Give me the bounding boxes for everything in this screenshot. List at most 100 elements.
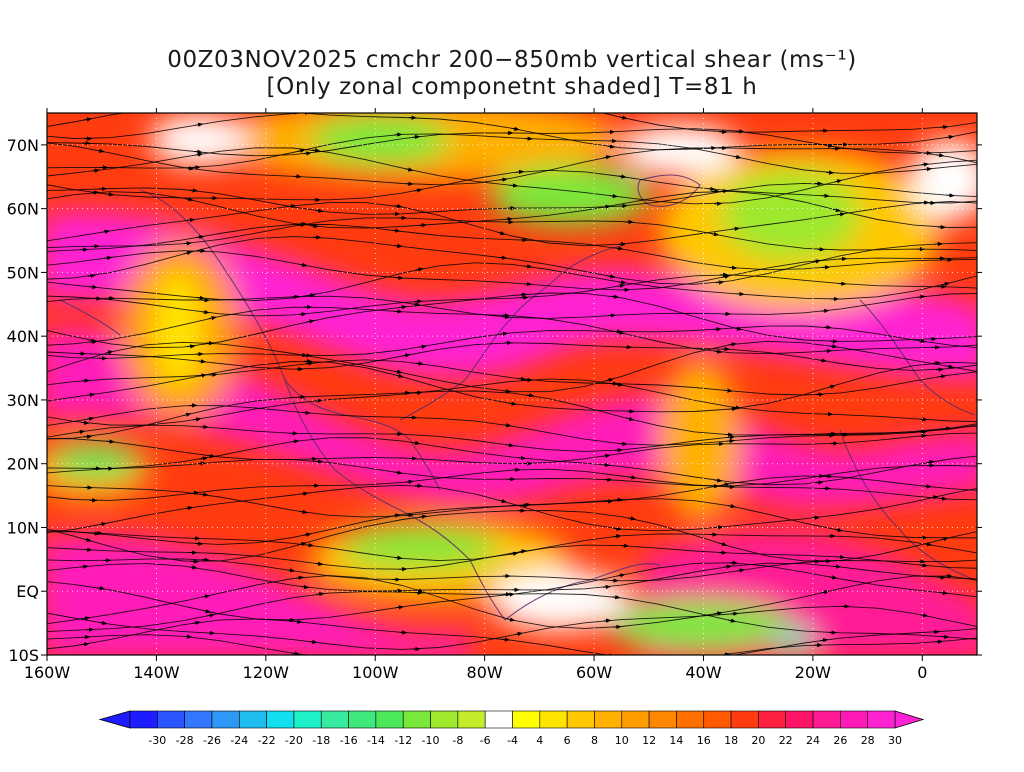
streamline-arrow [924,169,930,170]
streamline-arrow [195,152,201,153]
streamline-arrow [311,226,317,227]
colorbar-tick-label: 18 [724,734,738,747]
colorbar-tick-label: 26 [833,734,847,747]
colorbar-tick-label: -20 [285,734,303,747]
colorbar-tick-label: -28 [176,734,194,747]
shade-green-4 [50,446,140,478]
streamline-arrow [618,244,624,245]
colorbar-tick-label: 28 [861,734,875,747]
lat-label: 40N [7,327,39,346]
streamline-arrow [523,99,529,100]
colorbar-swatch [349,711,376,728]
colorbar-tick-label: -22 [258,734,276,747]
colorbar-swatch [185,711,212,728]
streamline-arrow [82,380,88,381]
streamline-arrow [106,194,112,195]
colorbar-swatch [376,711,403,728]
streamline-arrow [725,390,731,391]
colorbar-swatch [594,711,621,728]
colorbar-tick-label: -24 [230,734,248,747]
colorbar-swatch [731,711,758,728]
streamline-arrow [943,428,949,429]
colorbar-swatch [458,711,485,728]
shade-white-1 [150,115,250,165]
shade-green-2 [490,165,650,225]
colorbar-tick-label: -16 [340,734,358,747]
streamline-arrow [210,375,216,376]
streamline-arrow [727,441,733,442]
colorbar-swatch [758,711,785,728]
colorbar-swatch [622,711,649,728]
streamline-arrow [935,642,941,643]
lon-label: 160W [24,663,71,682]
colorbar-swatch [294,711,321,728]
streamline-arrow [315,400,321,401]
colorbar-swatch [212,711,239,728]
lon-label: 100W [352,663,399,682]
colorbar-swatch [485,711,512,728]
streamline-arrow [603,620,609,621]
streamline-arrow [708,189,714,190]
colorbar-tick-label: 4 [536,734,543,747]
lat-label: 60N [7,200,39,219]
colorbar-tick-label: 6 [564,734,571,747]
colorbar-tick-label: 24 [806,734,820,747]
colorbar-swatch [813,711,840,728]
streamline-arrow [620,206,626,207]
colorbar-swatch [157,711,184,728]
streamline-arrow [920,432,926,433]
shade-white-2 [620,125,740,175]
colorbar-tick-label: 22 [779,734,793,747]
colorbar-tick-label: -18 [312,734,330,747]
streamline-arrow [184,243,190,244]
streamline-arrow [317,594,323,595]
lat-label: 20N [7,455,39,474]
streamline-arrow [620,444,626,445]
streamline-arrow [941,637,947,638]
streamline-arrow [519,294,525,295]
streamline-arrow [613,536,619,537]
streamline-arrow [602,465,608,466]
colorbar-tick-label: 14 [669,734,683,747]
colorbar-tick-label: 20 [751,734,765,747]
colorbar-swatch [704,711,731,728]
streamline-arrow [91,192,97,193]
streamline-arrow [505,219,511,220]
streamline-arrow [502,639,508,640]
colorbar-swatch [513,711,540,728]
streamline-arrow [712,658,718,659]
colorbar-swatch [130,711,157,728]
colorbar-tick-label: 8 [591,734,598,747]
lon-label: 80W [467,663,503,682]
streamline-arrow [933,363,939,364]
lat-label: 70N [7,136,39,155]
streamline-arrow [107,441,113,442]
colorbar-tick-label: -8 [452,734,463,747]
colorbar-swatch [567,711,594,728]
streamline-arrow [839,283,845,284]
colorbar-swatch [786,711,813,728]
streamline-arrow [415,301,421,302]
streamline-arrow [90,287,96,288]
colorbar-tick-label: -14 [367,734,385,747]
streamline-arrow [295,621,301,622]
streamline-arrow [510,185,516,186]
streamline-arrow [729,267,735,268]
colorbar-swatch [431,711,458,728]
shade-green-5 [340,528,500,568]
streamline-arrow [190,190,196,191]
lon-label: 20W [795,663,831,682]
streamline-arrow [920,565,926,566]
colorbar-swatch [840,711,867,728]
colorbar-swatch [676,711,703,728]
streamline-arrow [81,566,87,567]
streamline-arrow [812,517,818,518]
colorbar-tick-label: -6 [480,734,491,747]
lon-label: 140W [133,663,180,682]
colorbar-tick-label: -30 [148,734,166,747]
colorbar-swatch [267,711,294,728]
streamline-arrow [824,327,830,328]
streamline-arrow [737,131,743,132]
